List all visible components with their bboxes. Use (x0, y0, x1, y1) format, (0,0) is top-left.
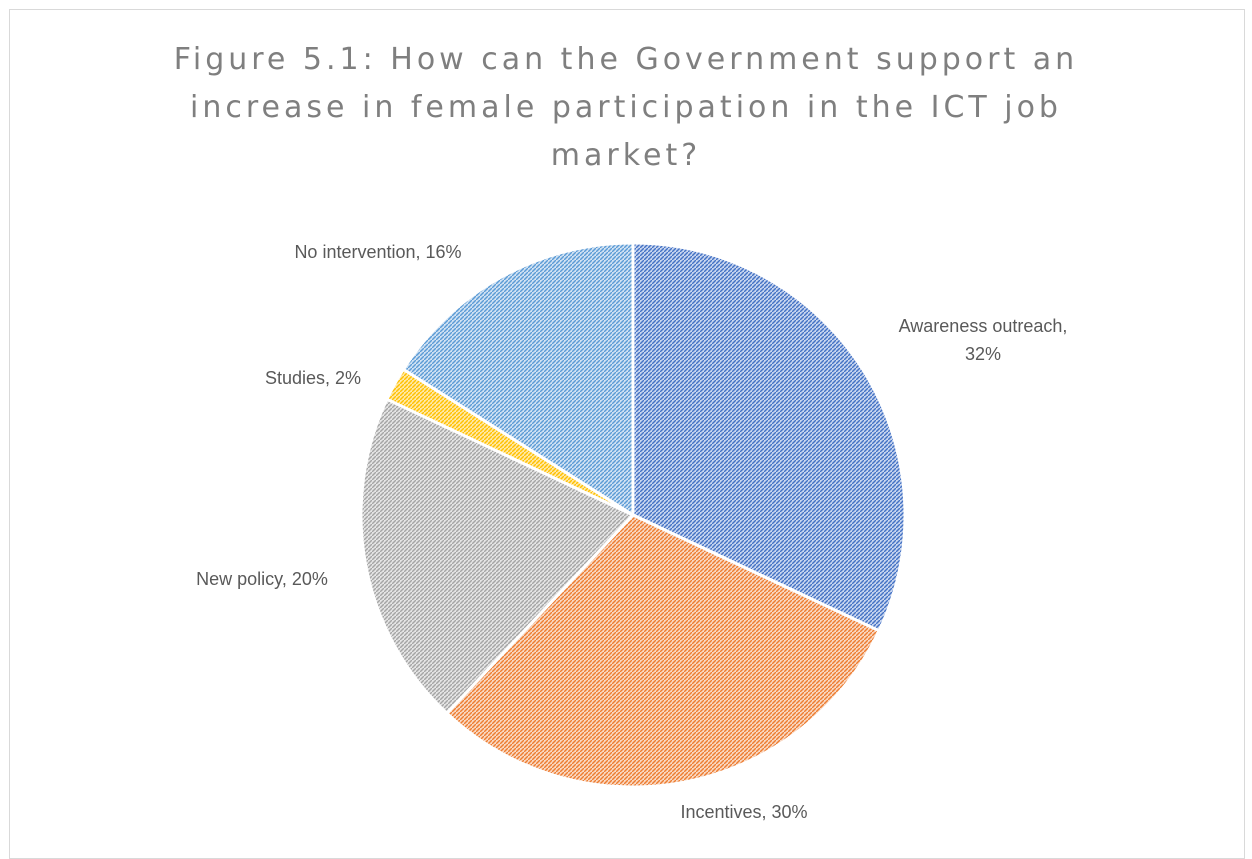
data-label-no-intervention: No intervention, 16% (294, 242, 461, 262)
chart-title: Figure 5.1: How can the Government suppo… (173, 42, 1079, 173)
data-label-awareness-outreach: Awareness outreach, 32% (899, 316, 1068, 364)
data-label-studies: Studies, 2% (265, 368, 361, 388)
pie-slice-no-intervention (401, 241, 635, 518)
pie-slice-awareness-outreach (631, 241, 907, 633)
data-label-new-policy: New policy, 20% (196, 569, 328, 589)
pie-slice-new-policy (359, 397, 636, 716)
pie-slice-incentives (444, 513, 882, 789)
data-label-incentives: Incentives, 30% (680, 802, 807, 822)
